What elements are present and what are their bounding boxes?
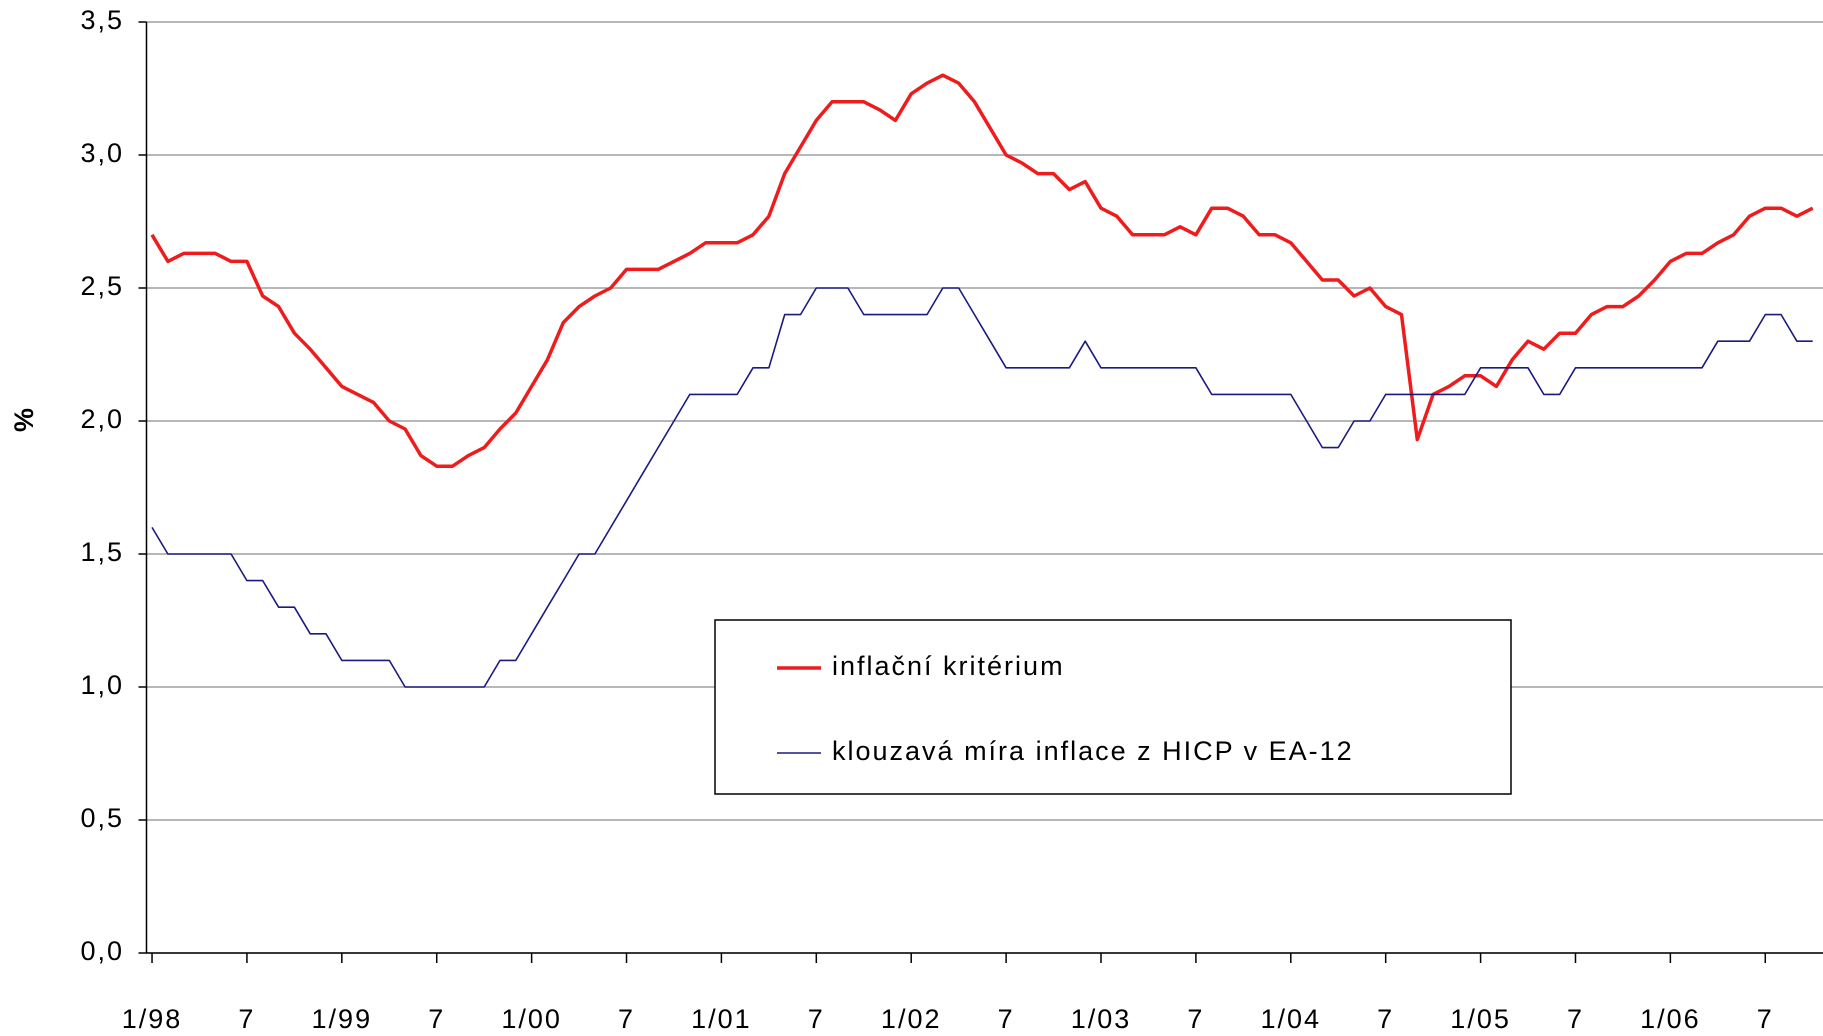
y-tick-label: 0,0	[80, 936, 124, 966]
x-tick-label: 7	[998, 1004, 1015, 1034]
x-tick-label: 7	[1377, 1004, 1394, 1034]
x-tick-label: 1/98	[122, 1004, 183, 1034]
y-tick-label: 3,0	[80, 138, 124, 168]
y-tick-label: 1,5	[80, 537, 124, 567]
x-tick-label: 1/00	[501, 1004, 562, 1034]
legend: inflační kritérium klouzavá míra inflace …	[714, 619, 1512, 795]
x-tick-label: 7	[1187, 1004, 1204, 1034]
series-line	[151, 287, 1813, 688]
x-tick-label: 1/03	[1071, 1004, 1132, 1034]
y-tick-label: 0,5	[80, 803, 124, 833]
legend-box	[714, 619, 1512, 795]
y-tick-label: 2,0	[80, 404, 124, 434]
x-tick-label: 1/02	[881, 1004, 942, 1034]
x-tick-label: 7	[238, 1004, 255, 1034]
x-tick-label: 7	[618, 1004, 635, 1034]
x-tick-label: 1/04	[1261, 1004, 1322, 1034]
legend-label: klouzavá míra inflace z HICP v EA-12	[832, 736, 1354, 766]
y-axis-label: %	[9, 406, 39, 432]
x-tick-label: 1/06	[1640, 1004, 1701, 1034]
legend-label: inflační kritérium	[832, 651, 1065, 681]
x-tick-label: 1/05	[1450, 1004, 1511, 1034]
x-tick-label: 7	[1567, 1004, 1584, 1034]
x-tick-label: 7	[808, 1004, 825, 1034]
x-tick-label: 7	[428, 1004, 445, 1034]
x-tick-label: 7	[1757, 1004, 1774, 1034]
y-tick-label: 2,5	[80, 271, 124, 301]
x-tick-label: 1/99	[312, 1004, 373, 1034]
series-line	[150, 73, 1814, 468]
x-tick-label: 1/01	[691, 1004, 752, 1034]
y-tick-label: 3,5	[80, 5, 124, 35]
y-tick-label: 1,0	[80, 670, 124, 700]
